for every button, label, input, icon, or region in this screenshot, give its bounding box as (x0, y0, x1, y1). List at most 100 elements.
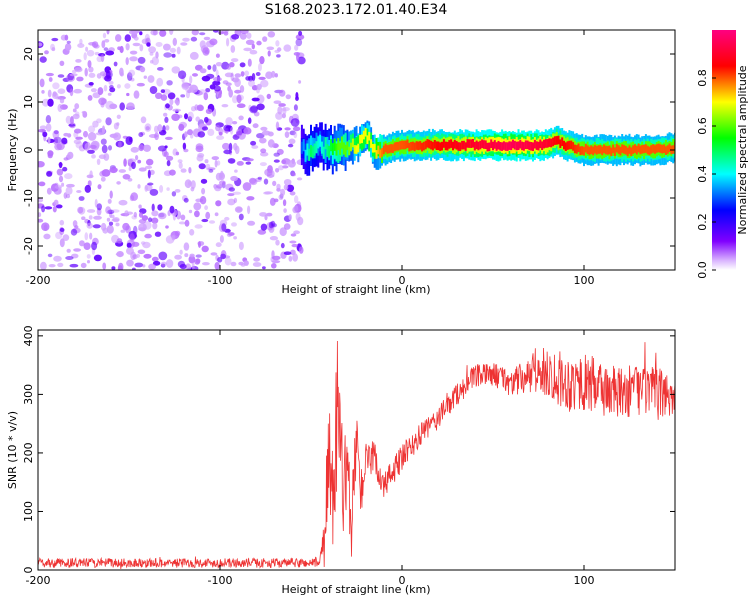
ridge-cell (452, 141, 454, 151)
ridge-cell (486, 142, 489, 152)
noise-cell (55, 204, 63, 209)
noise-cell (207, 128, 215, 136)
ridge-cell (552, 137, 555, 147)
ridge-cell (544, 139, 547, 148)
noise-cell (157, 67, 164, 71)
noise-cell (269, 197, 276, 206)
noise-cell (56, 142, 65, 151)
noise-cell (73, 139, 82, 145)
ridge-cell (308, 148, 311, 161)
noise-cell (65, 256, 74, 260)
noise-cell (48, 264, 56, 268)
ridge-cell (668, 143, 671, 153)
x-tick-label: -200 (26, 274, 51, 287)
noise-cell (109, 85, 114, 89)
noise-cell (223, 149, 232, 155)
noise-cell (184, 179, 192, 189)
noise-cell (217, 93, 222, 99)
noise-cell (93, 215, 102, 220)
ridge-cell (435, 141, 438, 150)
ridge-cell (315, 141, 318, 154)
noise-cell (157, 145, 167, 152)
noise-cell (38, 129, 46, 133)
noise-cell (113, 61, 118, 67)
noise-cell (160, 94, 168, 101)
ridge-cell (472, 139, 474, 148)
noise-cell (185, 263, 192, 270)
noise-cell (122, 174, 131, 180)
noise-cell (91, 241, 98, 251)
noise-cell (195, 258, 201, 264)
ridge-cell (543, 139, 545, 149)
noise-cell (92, 224, 101, 229)
noise-cell (136, 82, 145, 87)
noise-cell (180, 94, 186, 98)
noise-cell (282, 199, 287, 207)
colorbar-tick-label: 0.2 (696, 213, 709, 231)
ridge-cell (348, 146, 351, 156)
noise-cell (105, 206, 111, 215)
noise-cell (179, 249, 183, 255)
noise-cell (234, 73, 242, 78)
noise-cell (269, 236, 278, 241)
noise-cell (129, 56, 138, 62)
noise-cell (258, 62, 262, 72)
noise-cell (252, 123, 259, 129)
noise-cell (38, 212, 42, 218)
noise-cell (159, 30, 167, 37)
noise-cell (130, 30, 140, 34)
noise-cell (268, 221, 274, 229)
noise-cell (98, 154, 106, 159)
noise-cell (184, 253, 189, 258)
noise-cell (191, 262, 195, 270)
noise-cell (88, 66, 94, 73)
noise-cell (198, 163, 206, 170)
noise-cell (231, 58, 239, 63)
noise-cell (228, 142, 233, 152)
noise-cell (178, 162, 183, 169)
noise-cell (192, 73, 198, 77)
noise-cell (116, 181, 121, 185)
noise-cell (266, 93, 271, 100)
noise-cell (239, 85, 245, 93)
noise-cell (146, 42, 151, 47)
noise-cell (283, 184, 289, 191)
noise-cell (153, 30, 157, 36)
ridge-cell (317, 136, 320, 149)
ridge-cell (530, 142, 533, 151)
noise-cell (273, 159, 280, 163)
noise-cell (182, 142, 187, 150)
ridge-cell (426, 139, 429, 148)
ridge-cell (404, 140, 407, 150)
noise-cell (74, 103, 80, 110)
noise-cell (298, 80, 302, 84)
ridge-cell (572, 142, 575, 151)
ridge-cell (413, 142, 416, 152)
noise-cell (214, 262, 220, 270)
ridge-cell (366, 135, 369, 144)
noise-cell (256, 94, 265, 104)
noise-cell (290, 233, 297, 237)
noise-cell (260, 148, 267, 154)
noise-cell (230, 175, 239, 182)
snr-x-ticks: -200 -100 0 100 (26, 330, 595, 587)
noise-cell (151, 256, 159, 262)
ridge-cell (444, 141, 447, 151)
noise-cell (81, 216, 86, 220)
noise-cell (181, 81, 190, 90)
noise-cell (249, 49, 258, 55)
noise-cell (142, 241, 151, 249)
noise-cell (267, 50, 271, 57)
noise-cell (180, 214, 186, 221)
noise-cell (295, 38, 303, 47)
noise-cell (57, 103, 63, 113)
noise-cell (165, 125, 170, 131)
noise-cell (149, 188, 159, 196)
noise-cell (47, 153, 53, 159)
ridge-cell (493, 140, 496, 149)
noise-cell (76, 76, 84, 82)
noise-cell (128, 166, 132, 171)
noise-cell (204, 116, 209, 123)
noise-cell (133, 36, 139, 41)
noise-cell (195, 254, 202, 258)
